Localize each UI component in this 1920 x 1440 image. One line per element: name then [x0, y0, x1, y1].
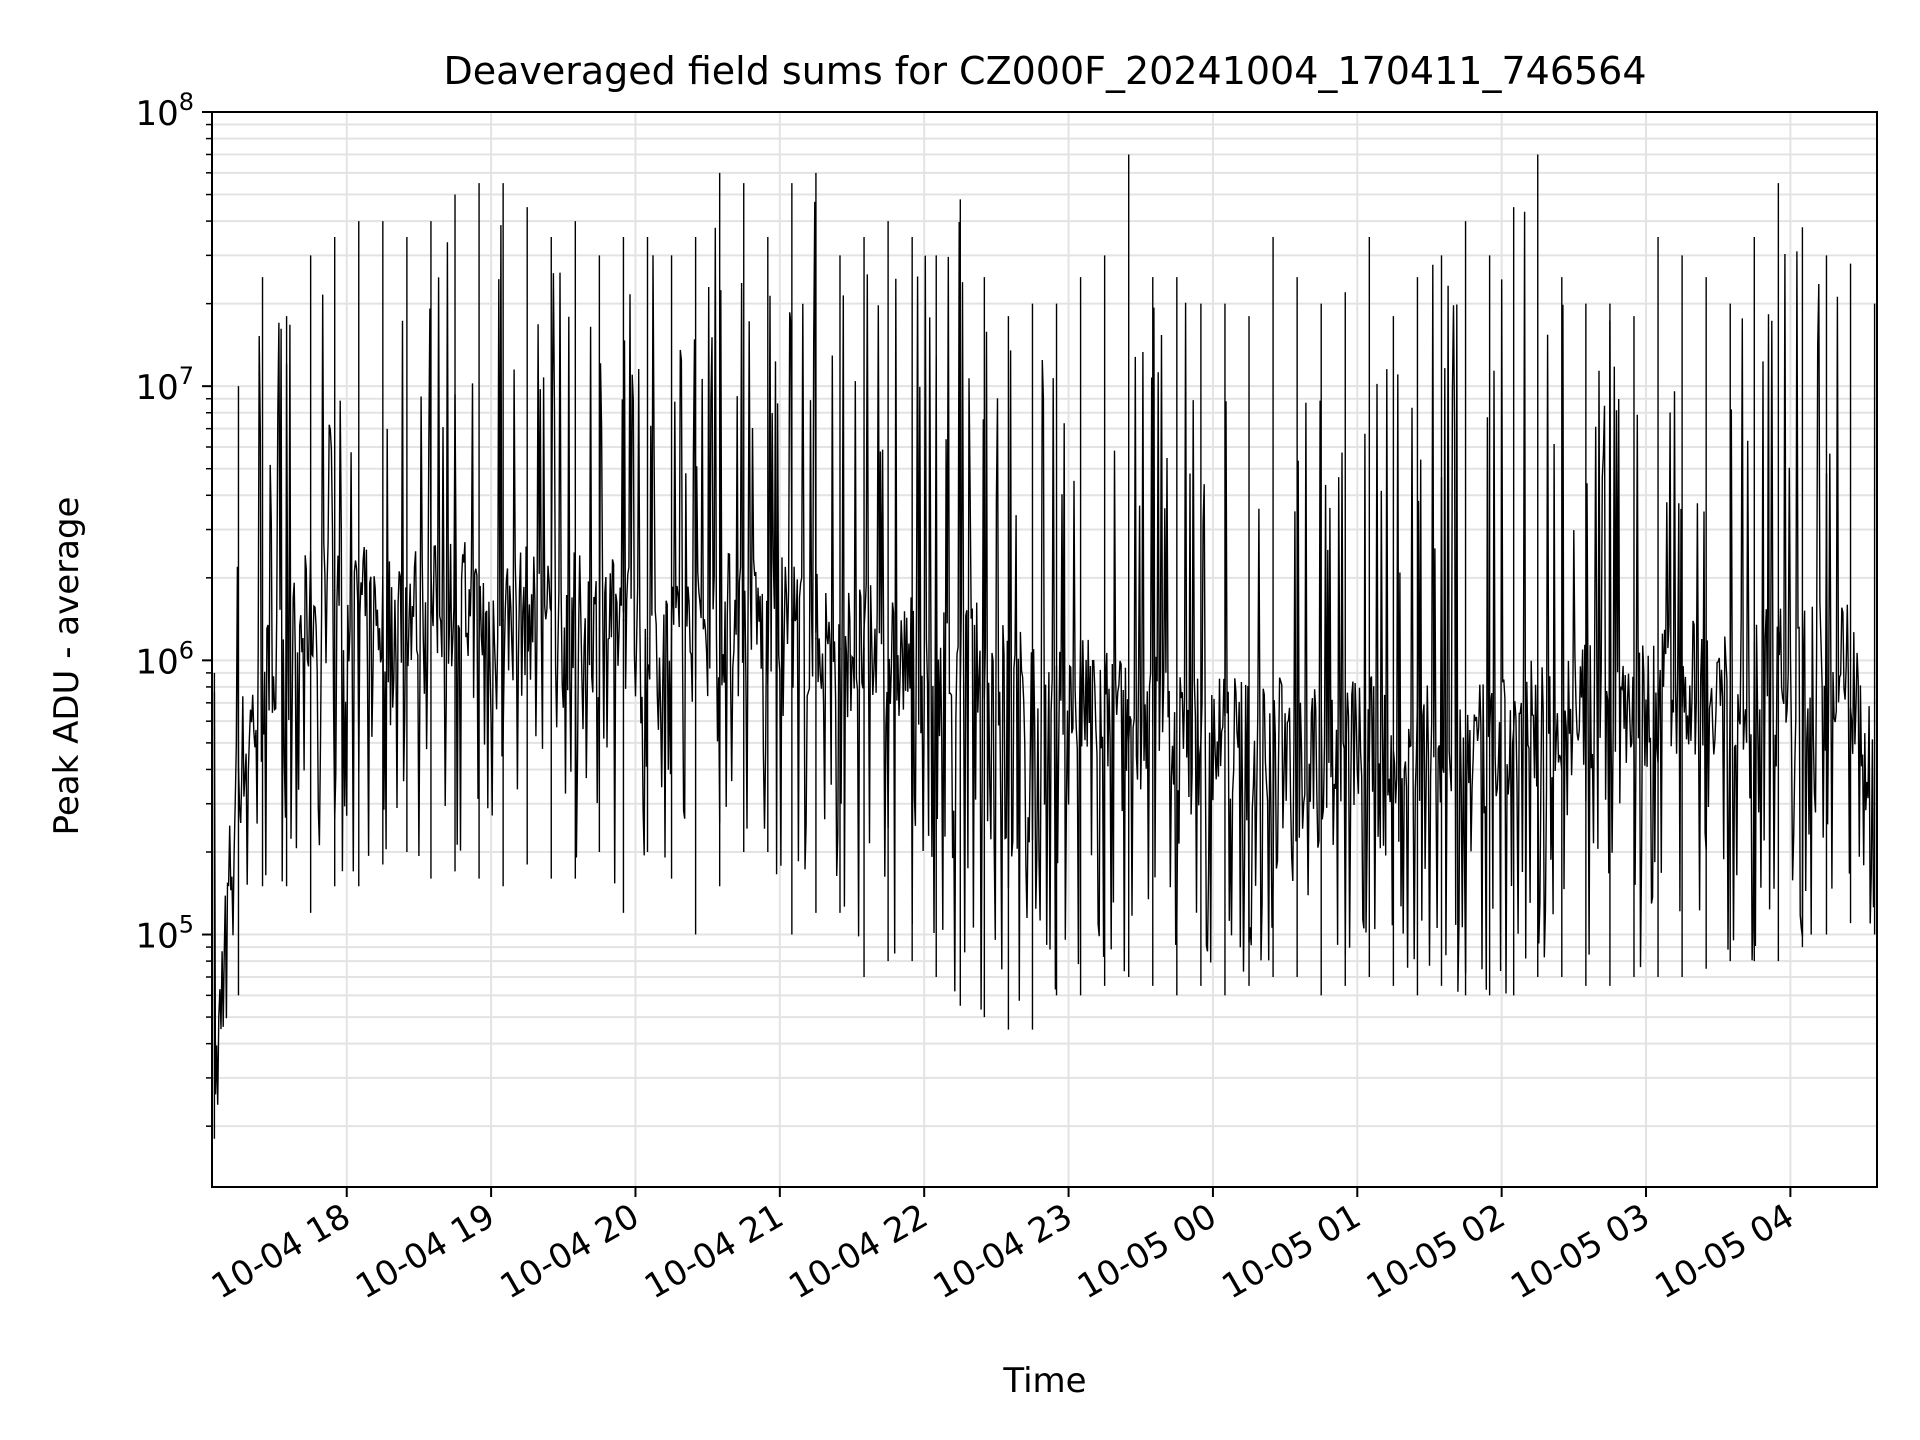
series-point — [935, 672, 938, 674]
series-point — [1681, 686, 1683, 688]
series-point — [357, 611, 360, 613]
series-point — [1031, 702, 1034, 704]
series-point — [791, 619, 793, 622]
series-point — [1633, 702, 1635, 704]
series-point — [718, 619, 721, 622]
series-point — [646, 637, 649, 640]
series-point — [1753, 678, 1756, 681]
series-point — [550, 628, 553, 630]
series-point — [1657, 693, 1659, 696]
y-tick-label-base: 10 — [135, 94, 178, 134]
y-tick-label-exponent: 5 — [179, 911, 194, 939]
series-point — [959, 659, 962, 662]
series-point — [887, 659, 889, 662]
series-point — [983, 672, 986, 674]
y-tick-label: 107 — [135, 362, 194, 408]
series-line — [213, 201, 1875, 1105]
x-axis-label: Time — [1002, 1361, 1086, 1401]
series-point — [478, 619, 480, 622]
series-point — [237, 768, 240, 771]
series-point — [839, 648, 841, 650]
series-point — [1705, 686, 1707, 688]
series-point — [1536, 720, 1539, 722]
series-point — [285, 659, 288, 662]
plot-area — [213, 154, 1876, 1139]
axes-frame — [211, 111, 1878, 1188]
y-tick-label: 106 — [135, 636, 194, 682]
series-point — [502, 619, 504, 622]
series-point — [1103, 710, 1106, 713]
series-point — [1585, 710, 1587, 713]
series-point — [1801, 672, 1804, 674]
series-point — [430, 611, 432, 613]
y-tick-label-base: 10 — [135, 917, 178, 957]
series-point — [382, 619, 384, 622]
series-point — [406, 603, 408, 606]
series-point — [863, 648, 865, 650]
series-point — [1873, 802, 1876, 805]
series-point — [1176, 730, 1178, 733]
series-point — [1729, 686, 1732, 688]
series-point — [213, 1077, 216, 1079]
series-point — [598, 628, 601, 630]
series-point — [1320, 754, 1322, 757]
series-point — [261, 686, 264, 688]
series-point — [309, 611, 312, 613]
series-point — [1368, 742, 1371, 744]
series-point — [526, 611, 528, 613]
y-tick-label: 105 — [135, 911, 194, 957]
series-point — [622, 619, 625, 622]
series-point — [694, 637, 697, 640]
y-tick-label-exponent: 6 — [179, 636, 194, 664]
series-point — [1440, 754, 1443, 757]
chart-title: Deaveraged field sums for CZ000F_2024100… — [443, 49, 1646, 93]
series-point — [1488, 754, 1491, 757]
y-tick-label-exponent: 8 — [179, 88, 194, 116]
series-point — [1127, 720, 1130, 722]
series-point — [670, 628, 673, 630]
series-point — [1344, 742, 1347, 744]
series-point — [1392, 754, 1395, 757]
series-point — [767, 628, 769, 630]
series-point — [1007, 686, 1010, 688]
y-axis-label: Peak ADU - average — [47, 497, 87, 836]
series-point — [1849, 659, 1852, 662]
series-point — [454, 596, 456, 598]
series-point — [1561, 720, 1563, 722]
y-tick-label: 108 — [135, 88, 194, 134]
series-point — [1464, 742, 1467, 744]
y-tick-label-base: 10 — [135, 642, 178, 682]
series-point — [333, 589, 336, 592]
series-point — [1151, 720, 1154, 722]
series-point — [1609, 702, 1611, 704]
series-point — [1825, 665, 1828, 668]
series-point — [1079, 702, 1082, 704]
series-point — [815, 637, 817, 640]
series-point — [1512, 730, 1515, 733]
series-point — [1777, 672, 1780, 674]
series-point — [1416, 742, 1419, 744]
series-point — [1224, 730, 1226, 733]
series-point — [742, 611, 745, 613]
series-point — [1296, 742, 1298, 744]
series-point — [1248, 742, 1250, 744]
series-point — [1055, 720, 1058, 722]
series-point — [1200, 742, 1202, 744]
series-point — [911, 659, 913, 662]
y-tick-label-exponent: 7 — [179, 362, 194, 390]
y-tick-label-base: 10 — [135, 368, 178, 408]
series-point — [574, 619, 577, 622]
series-point — [1272, 742, 1274, 744]
